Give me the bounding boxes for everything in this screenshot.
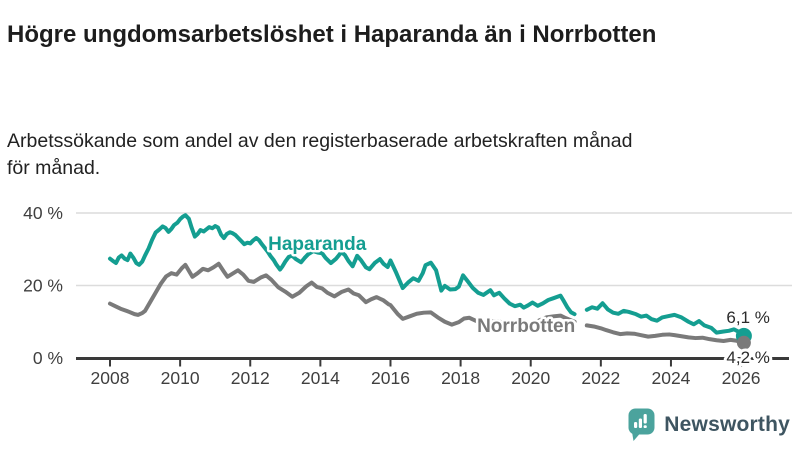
x-axis-tick-label: 2018 [441,368,480,388]
series-label-norrbotten: Norrbotten [477,316,575,337]
haparanda-line [584,301,746,338]
chart-subtitle: Arbetssökande som andel av den registerb… [7,129,633,179]
end-value-norrbotten: 4,2 % [726,348,769,367]
y-axis-tick-label: 0 % [33,348,63,368]
x-axis-tick-label: 2014 [301,368,340,388]
x-axis-tick-label: 2008 [91,368,130,388]
x-axis-tick-label: 2020 [511,368,550,388]
brand-name: Newsworthy [664,412,790,436]
y-axis-tick-label: 40 % [23,203,63,223]
newsworthy-chart-bubble-icon [628,408,655,441]
series-label-haparanda: Haparanda [268,234,367,255]
x-axis-tick-label: 2016 [371,368,410,388]
end-value-haparanda: 6,1 % [726,308,769,327]
end-dot-norrbotten [736,335,751,350]
x-axis-tick-label: 2022 [581,368,620,388]
x-axis-tick-label: 2010 [161,368,200,388]
norrbotten-line [108,261,577,329]
x-axis-tick-label: 2012 [231,368,270,388]
newsworthy-logo: Newsworthy [627,407,790,442]
x-axis-tick-label: 2026 [722,368,761,388]
norrbotten-line [584,323,746,345]
haparanda-line [108,213,577,317]
y-axis-tick-label: 20 % [23,276,63,296]
x-axis-tick-label: 2024 [651,368,690,388]
chart-title: Högre ungdomsarbetslöshet i Haparanda än… [7,21,657,49]
